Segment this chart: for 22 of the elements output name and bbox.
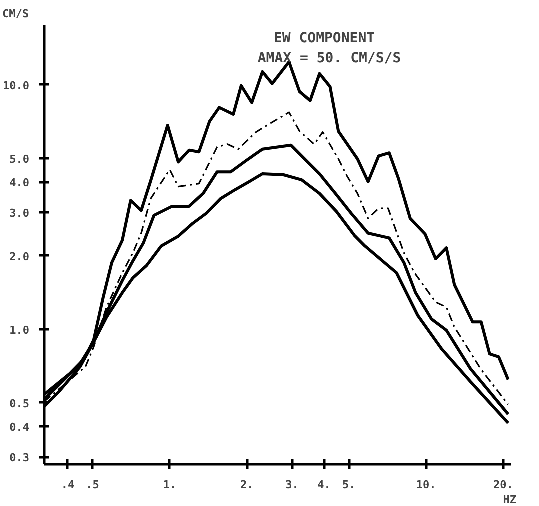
y-tick-label: 4.0 [10, 176, 30, 190]
x-tick-label: 2. [240, 478, 254, 492]
x-tick-label: .5 [86, 478, 100, 492]
x-tick-label: 3. [286, 478, 299, 492]
y-tick-label: 1.0 [10, 324, 30, 337]
y-tick-label: 0.3 [10, 452, 30, 465]
y-tick-label: 2.0 [10, 250, 30, 264]
x-tick-label: 1. [163, 478, 177, 492]
chart-title: EW COMPONENT [274, 30, 376, 46]
y-tick-label: 0.4 [10, 421, 30, 434]
x-tick-label: 4. [318, 478, 331, 492]
y-tick-label: 3.0 [10, 207, 30, 220]
y-tick-label: 5.0 [10, 152, 30, 166]
y-axis-title: CM/S [2, 8, 29, 20]
x-tick-label: .4 [61, 478, 75, 492]
x-tick-label: 5. [342, 478, 356, 492]
x-tick-label: 20. [494, 478, 514, 492]
text: AMAX = 50. CM/S/S [258, 50, 402, 66]
y-tick-label: 0.5 [10, 397, 30, 410]
x-tick-label: 10. [416, 478, 436, 492]
y-tick-label: 10.0 [3, 79, 30, 92]
x-axis-title: HZ [503, 494, 517, 506]
